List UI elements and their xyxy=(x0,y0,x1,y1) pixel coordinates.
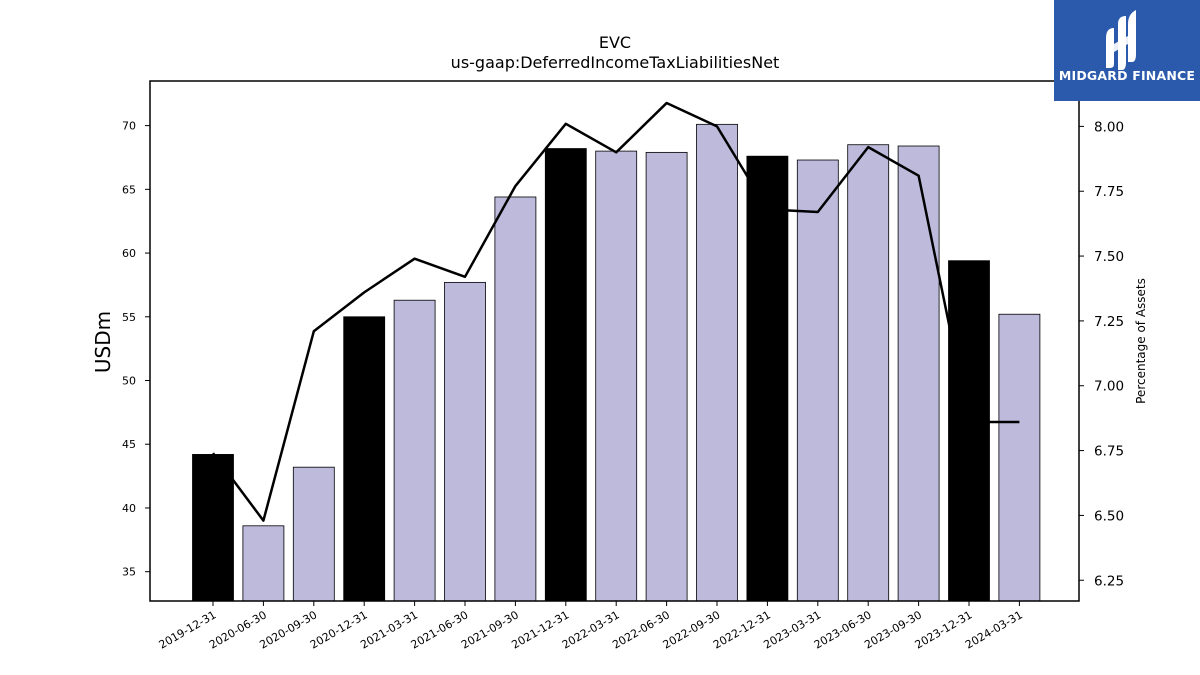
bar-2020-12-31 xyxy=(343,316,386,602)
line-layer xyxy=(211,101,1020,522)
midgard-finance-logo: MIDGARD FINANCE xyxy=(1054,0,1200,101)
right-axis-ticks: 6.25 6.50 6.75 7.00 7.25 7.50 7.75 8.00 xyxy=(1079,119,1124,589)
bar-2019-12-31 xyxy=(192,454,234,602)
y-right-tick-label: 7.25 xyxy=(1094,314,1124,330)
bar-2023-03-31 xyxy=(796,159,839,602)
bars-layer xyxy=(192,123,1041,602)
bar-2021-09-30 xyxy=(494,196,537,602)
bar-2022-06-30 xyxy=(645,151,688,602)
y-right-tick-label: 7.00 xyxy=(1094,379,1124,395)
chart-title: EVC xyxy=(599,33,631,52)
y-right-tick-label: 8.00 xyxy=(1094,119,1124,135)
bar-2021-12-31 xyxy=(544,148,587,602)
y-tick-label: 40 xyxy=(122,502,136,515)
bar-2023-12-31 xyxy=(948,260,990,602)
y-tick-label: 70 xyxy=(122,120,136,133)
plot-frame xyxy=(149,80,1080,602)
bar-2020-06-30 xyxy=(242,525,285,602)
y-axis-right-label: Percentage of Assets xyxy=(1134,278,1148,404)
bar-2021-06-30 xyxy=(444,281,486,602)
chart-subtitle: us-gaap:DeferredIncomeTaxLiabilitiesNet xyxy=(451,53,780,72)
logo-text: MIDGARD FINANCE xyxy=(1058,68,1196,83)
logo-mark-icon xyxy=(1106,10,1136,70)
y-tick-label: 45 xyxy=(122,438,136,451)
y-right-tick-label: 7.50 xyxy=(1094,249,1124,265)
y-right-tick-label: 6.75 xyxy=(1094,444,1124,460)
y-tick-label: 65 xyxy=(122,183,136,196)
left-axis-ticks: 35 40 45 50 55 60 65 70 xyxy=(122,120,150,579)
y-tick-label: 55 xyxy=(122,311,136,324)
x-tick-label: 2024-03-31 xyxy=(963,608,1025,651)
bar-2022-12-31 xyxy=(746,155,789,602)
bar-2022-09-30 xyxy=(696,123,738,602)
y-axis-label: USDm xyxy=(91,311,115,373)
x-axis-ticks: 2019-12-312020-06-302020-09-302020-12-31… xyxy=(157,601,1025,652)
percentage-of-assets-line xyxy=(211,101,1020,522)
bar-2021-03-31 xyxy=(393,299,436,602)
y-tick-label: 50 xyxy=(122,375,136,388)
bar-2023-09-30 xyxy=(897,145,940,602)
y-tick-label: 60 xyxy=(122,247,136,260)
bar-2020-09-30 xyxy=(292,466,335,602)
bar-2023-06-30 xyxy=(847,144,890,602)
y-right-tick-label: 6.50 xyxy=(1094,508,1124,524)
bar-2024-03-31 xyxy=(998,313,1041,602)
y-right-tick-label: 6.25 xyxy=(1094,573,1124,589)
bar-2022-03-31 xyxy=(595,150,638,602)
y-right-tick-label: 7.75 xyxy=(1094,184,1124,200)
y-tick-label: 35 xyxy=(122,566,136,579)
